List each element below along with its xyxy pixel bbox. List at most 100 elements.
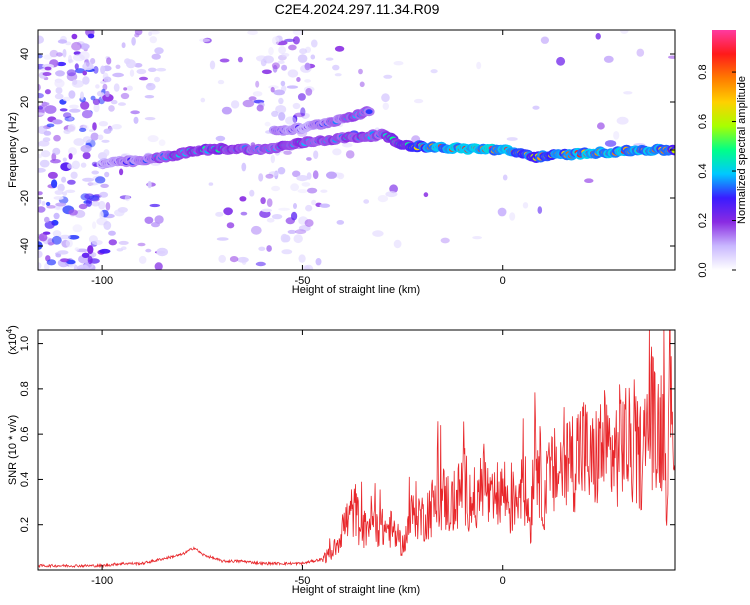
heatmap-noise-cell (252, 91, 263, 97)
heatmap-noise-cell (54, 93, 64, 100)
snr-series (38, 330, 675, 569)
heatmap-noise-cell (261, 69, 272, 75)
heatmap-noise-cell (54, 190, 64, 195)
heatmap-noise-cell (46, 205, 56, 209)
heatmap-noise-cell (129, 69, 135, 77)
heatmap-noise-cell (80, 101, 90, 110)
heatmap-noise-cell (48, 242, 55, 246)
heatmap-ridge-cell (365, 109, 373, 115)
heatmap-noise-cell (260, 197, 266, 205)
heatmap-noise-cell (613, 131, 620, 140)
heatmap-noise-cell (72, 53, 85, 62)
heatmap-noise-cell (72, 79, 78, 85)
heatmap-noise-cell (385, 191, 398, 198)
colorbar-gradient (712, 30, 736, 270)
heatmap-ticks: -100 -50 0 -40 -20 0 20 40 (19, 30, 675, 287)
colorbar-tick-label: 0.8 (697, 64, 709, 79)
heatmap-noise-cell (70, 171, 78, 179)
heatmap-noise-cell (282, 234, 291, 243)
heatmap-noise-cell (286, 85, 299, 89)
heatmap-noise-cell (668, 55, 675, 59)
heatmap-noise-cell (255, 261, 266, 267)
heatmap-noise-cell (293, 203, 297, 209)
heatmap-noise-cell (281, 52, 290, 57)
heatmap-noise-cell (215, 211, 224, 217)
heatmap-noise-cell (258, 173, 264, 182)
heatmap-noise-cell (126, 85, 133, 91)
heatmap-noise-cell (44, 66, 52, 71)
heatmap-noise-cell (292, 170, 301, 178)
heatmap-noise-cell (83, 262, 94, 270)
heatmap-noise-cell (287, 229, 297, 234)
heatmap-noise-cell (297, 54, 308, 63)
heatmap-noise-cell (272, 36, 280, 45)
heatmap-noise-cell (121, 42, 126, 49)
heatmap-noise-cell (52, 119, 63, 125)
heatmap-noise-cell (223, 207, 233, 216)
heatmap-noise-cell (298, 254, 306, 263)
heatmap-noise-cell (44, 262, 50, 270)
heatmap-noise-cell (311, 199, 317, 206)
snr-frame (37, 329, 676, 571)
heatmap-noise-cell (226, 222, 235, 229)
heatmap-noise-cell (69, 108, 81, 113)
heatmap-noise-cell (256, 55, 268, 62)
colorbar-tick-label: 0.4 (697, 163, 709, 178)
heatmap-noise-cell (46, 123, 55, 128)
colorbar: 0.0 0.2 0.4 0.6 0.8 Normalized spectral ampl… (697, 30, 748, 278)
heatmap-noise-cell (264, 121, 271, 127)
heatmap-noise-cell (95, 176, 106, 184)
heatmap-noise-cell (53, 212, 60, 220)
heatmap-noise-cell (46, 259, 57, 266)
heatmap-noise-cell (73, 264, 79, 270)
heatmap-noise-cell (506, 137, 518, 141)
heatmap-noise-cell (597, 122, 605, 130)
heatmap-noise-cell (44, 216, 50, 223)
heatmap-noise-cell (138, 255, 147, 264)
heatmap-noise-cell (382, 102, 389, 111)
heatmap-noise-cell (145, 82, 156, 91)
heatmap-noise-cell (38, 54, 43, 59)
snr-ytick-label: 0.8 (19, 381, 31, 396)
heatmap-noise-cell (82, 177, 95, 182)
heatmap-noise-cell (208, 182, 214, 186)
heatmap-noise-cell (313, 150, 319, 159)
heatmap-noise-cell (332, 148, 342, 156)
heatmap-noise-cell (111, 124, 122, 130)
heatmap-noise-cell (604, 140, 617, 147)
heatmap-noise-cell (103, 221, 112, 230)
heatmap-noise-cell (81, 252, 90, 258)
heatmap-noise-cell (334, 45, 345, 52)
heatmap-noise-cell (87, 182, 99, 186)
heatmap-xtick-label: 0 (500, 275, 506, 287)
heatmap-noise-cell (44, 105, 57, 114)
heatmap-noise-cell (99, 210, 104, 220)
heatmap-noise-cell (290, 183, 299, 192)
heatmap-noise-cell (66, 69, 77, 77)
heatmap-noise-cell (85, 198, 93, 207)
heatmap-noise-cell (91, 201, 100, 207)
heatmap-noise-cell (51, 179, 58, 189)
heatmap-noise-cell (372, 230, 384, 237)
heatmap-noise-cell (38, 84, 41, 91)
heatmap-noise-cell (256, 104, 264, 112)
heatmap-noise-cell (393, 239, 402, 249)
heatmap-noise-cell (112, 72, 124, 78)
heatmap-noise-cell (67, 163, 73, 169)
heatmap-noise-cell (38, 191, 43, 196)
heatmap-noise-cell (104, 171, 110, 178)
heatmap-noise-cell (38, 112, 45, 116)
heatmap-noise-cell (65, 239, 73, 248)
heatmap-noise-cell (82, 76, 90, 85)
heatmap-noise-cell (106, 57, 112, 65)
heatmap-noise-cell (81, 110, 93, 119)
heatmap-noise-cell (270, 86, 275, 93)
heatmap-noise-cell (304, 62, 311, 71)
heatmap-noise-cell (99, 92, 105, 96)
heatmap-noise-cell (522, 202, 529, 209)
heatmap-noise-cell (43, 54, 53, 60)
heatmap-noise-cell (117, 207, 128, 213)
heatmap-noise-cell (98, 200, 106, 210)
heatmap-noise-cell (93, 103, 100, 113)
heatmap-noise-cell (38, 233, 48, 242)
